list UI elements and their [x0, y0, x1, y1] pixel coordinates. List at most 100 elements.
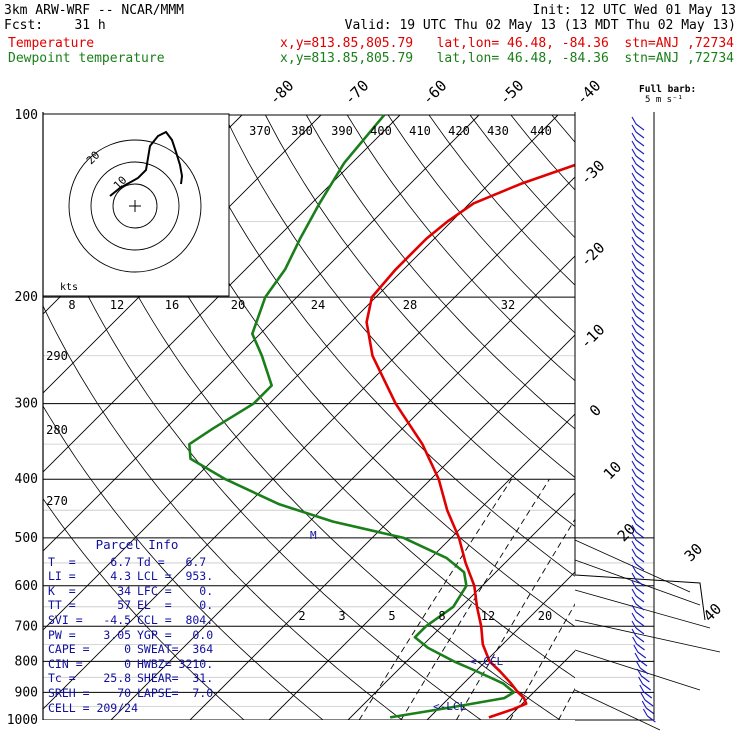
theta-label: 440 [530, 124, 552, 138]
mixing-ratio-line [456, 518, 575, 720]
pressure-tick-label: 400 [15, 472, 38, 487]
wind-barbs [631, 116, 656, 723]
wind-barb [631, 316, 645, 331]
barb-legend-title: Full barb: [639, 84, 696, 95]
isotherm-extension [574, 619, 721, 653]
wind-barb [631, 188, 645, 203]
isotherm-line [43, 114, 480, 552]
isotherm-label: 40 [700, 600, 726, 626]
isotherm-extension [574, 559, 701, 606]
dry-adiabat [43, 190, 482, 720]
pressure-tick-label: 900 [15, 685, 38, 700]
wind-barb [631, 300, 645, 315]
theta-label: 380 [291, 124, 313, 138]
lcl-marker: <-LCL [433, 700, 466, 713]
parcel-value-right: LCL = 953. [137, 569, 214, 584]
mixing-ratio-label: 16 [165, 298, 179, 312]
theta-label: 400 [370, 124, 392, 138]
mixing-ratio-label: 2 [298, 609, 305, 623]
isotherm-line [585, 115, 740, 720]
mixing-ratio-line [558, 687, 575, 720]
wind-barb [631, 404, 645, 419]
theta-label: 390 [331, 124, 353, 138]
isotherm-label: 30 [681, 540, 707, 566]
dry-adiabat [675, 115, 740, 720]
hodograph-trace [109, 130, 184, 197]
theta-label: 430 [487, 124, 509, 138]
dry-adiabat [716, 115, 740, 720]
temperature-profile [365, 163, 575, 719]
wind-barb [633, 644, 647, 659]
isotherm-extension [574, 689, 661, 731]
wind-barb [631, 484, 645, 499]
wind-barb [631, 244, 645, 259]
wind-barb [631, 580, 645, 595]
wind-barb [631, 516, 645, 531]
parcel-value-right: HWBZ= 3210. [137, 656, 214, 671]
pressure-tick-label: 800 [15, 654, 38, 669]
dry-adiabat [387, 114, 575, 334]
wind-barb [631, 460, 645, 475]
dewpoint-legend: Dewpoint temperature [8, 51, 165, 66]
init-time: Init: 12 UTC Wed 01 May 13 [532, 3, 737, 18]
wind-barb [631, 612, 645, 627]
wind-barb [631, 556, 645, 571]
pressure-tick-label: 300 [15, 397, 38, 412]
dry-adiabat [101, 114, 575, 679]
dry-adiabat [469, 114, 575, 239]
wind-barb [634, 652, 648, 667]
wind-barb [631, 228, 645, 243]
wind-barb [631, 260, 645, 275]
wind-barb [631, 276, 645, 291]
parcel-value-left: CELL = 209/24 [48, 700, 139, 715]
wind-barb [631, 148, 645, 163]
mixing-ratio-line [400, 478, 550, 720]
wind-barb [636, 668, 650, 683]
parcel-value-left: SREH = 70 [48, 685, 132, 700]
wind-barb [631, 596, 645, 611]
wind-barb [631, 372, 645, 387]
isotherm-line [43, 114, 401, 473]
parcel-value-left: LI = 4.3 [48, 569, 132, 584]
wind-barb [639, 684, 653, 699]
theta-label: 370 [249, 124, 271, 138]
dry-adiabat [551, 114, 575, 143]
parcel-row: T = 6.7 Td = 6.7 [48, 555, 226, 570]
dry-adiabat [43, 304, 403, 720]
wind-barb [631, 564, 645, 579]
isotherm-label: 0 [586, 401, 605, 420]
forecast-hour: Fcst: 31 h [4, 18, 106, 33]
wind-barb [631, 500, 645, 515]
parcel-row: PW = 3.05 YGP = 0.0 [48, 628, 226, 643]
dry-adiabat [346, 114, 575, 382]
dry-adiabat [224, 114, 575, 528]
wind-barb [631, 348, 645, 363]
wind-barb [638, 676, 651, 691]
wind-barb [631, 524, 645, 539]
parcel-row: CIN = 0 HWBZ= 3210. [48, 657, 226, 672]
isotherm-label: -20 [577, 239, 609, 271]
parcel-value-left: K = 34 [48, 583, 132, 598]
wind-barb [631, 540, 645, 555]
parcel-row: SREH = 70 LAPSE= 7.0 [48, 686, 226, 701]
parcel-value-right: EL = 0. [137, 598, 214, 613]
wind-barb [631, 212, 645, 227]
wind-barb [631, 628, 645, 643]
wind-barb [631, 252, 645, 267]
pressure-tick-label: 100 [15, 108, 38, 123]
wind-barb [631, 420, 645, 435]
hodograph-ring [68, 139, 202, 273]
wind-barb [642, 708, 656, 723]
mixing-ratio-label: 20 [538, 609, 552, 623]
wind-barb [631, 548, 645, 563]
wind-barb [631, 292, 645, 307]
wind-barb [631, 620, 645, 635]
model-title: 3km ARW-WRF -- NCAR/MMM [4, 3, 185, 18]
wind-barb [631, 164, 645, 179]
wind-barb [631, 396, 645, 411]
wind-barb [631, 268, 645, 283]
parcel-row: CELL = 209/24 [48, 701, 226, 716]
wind-barb [631, 340, 645, 355]
